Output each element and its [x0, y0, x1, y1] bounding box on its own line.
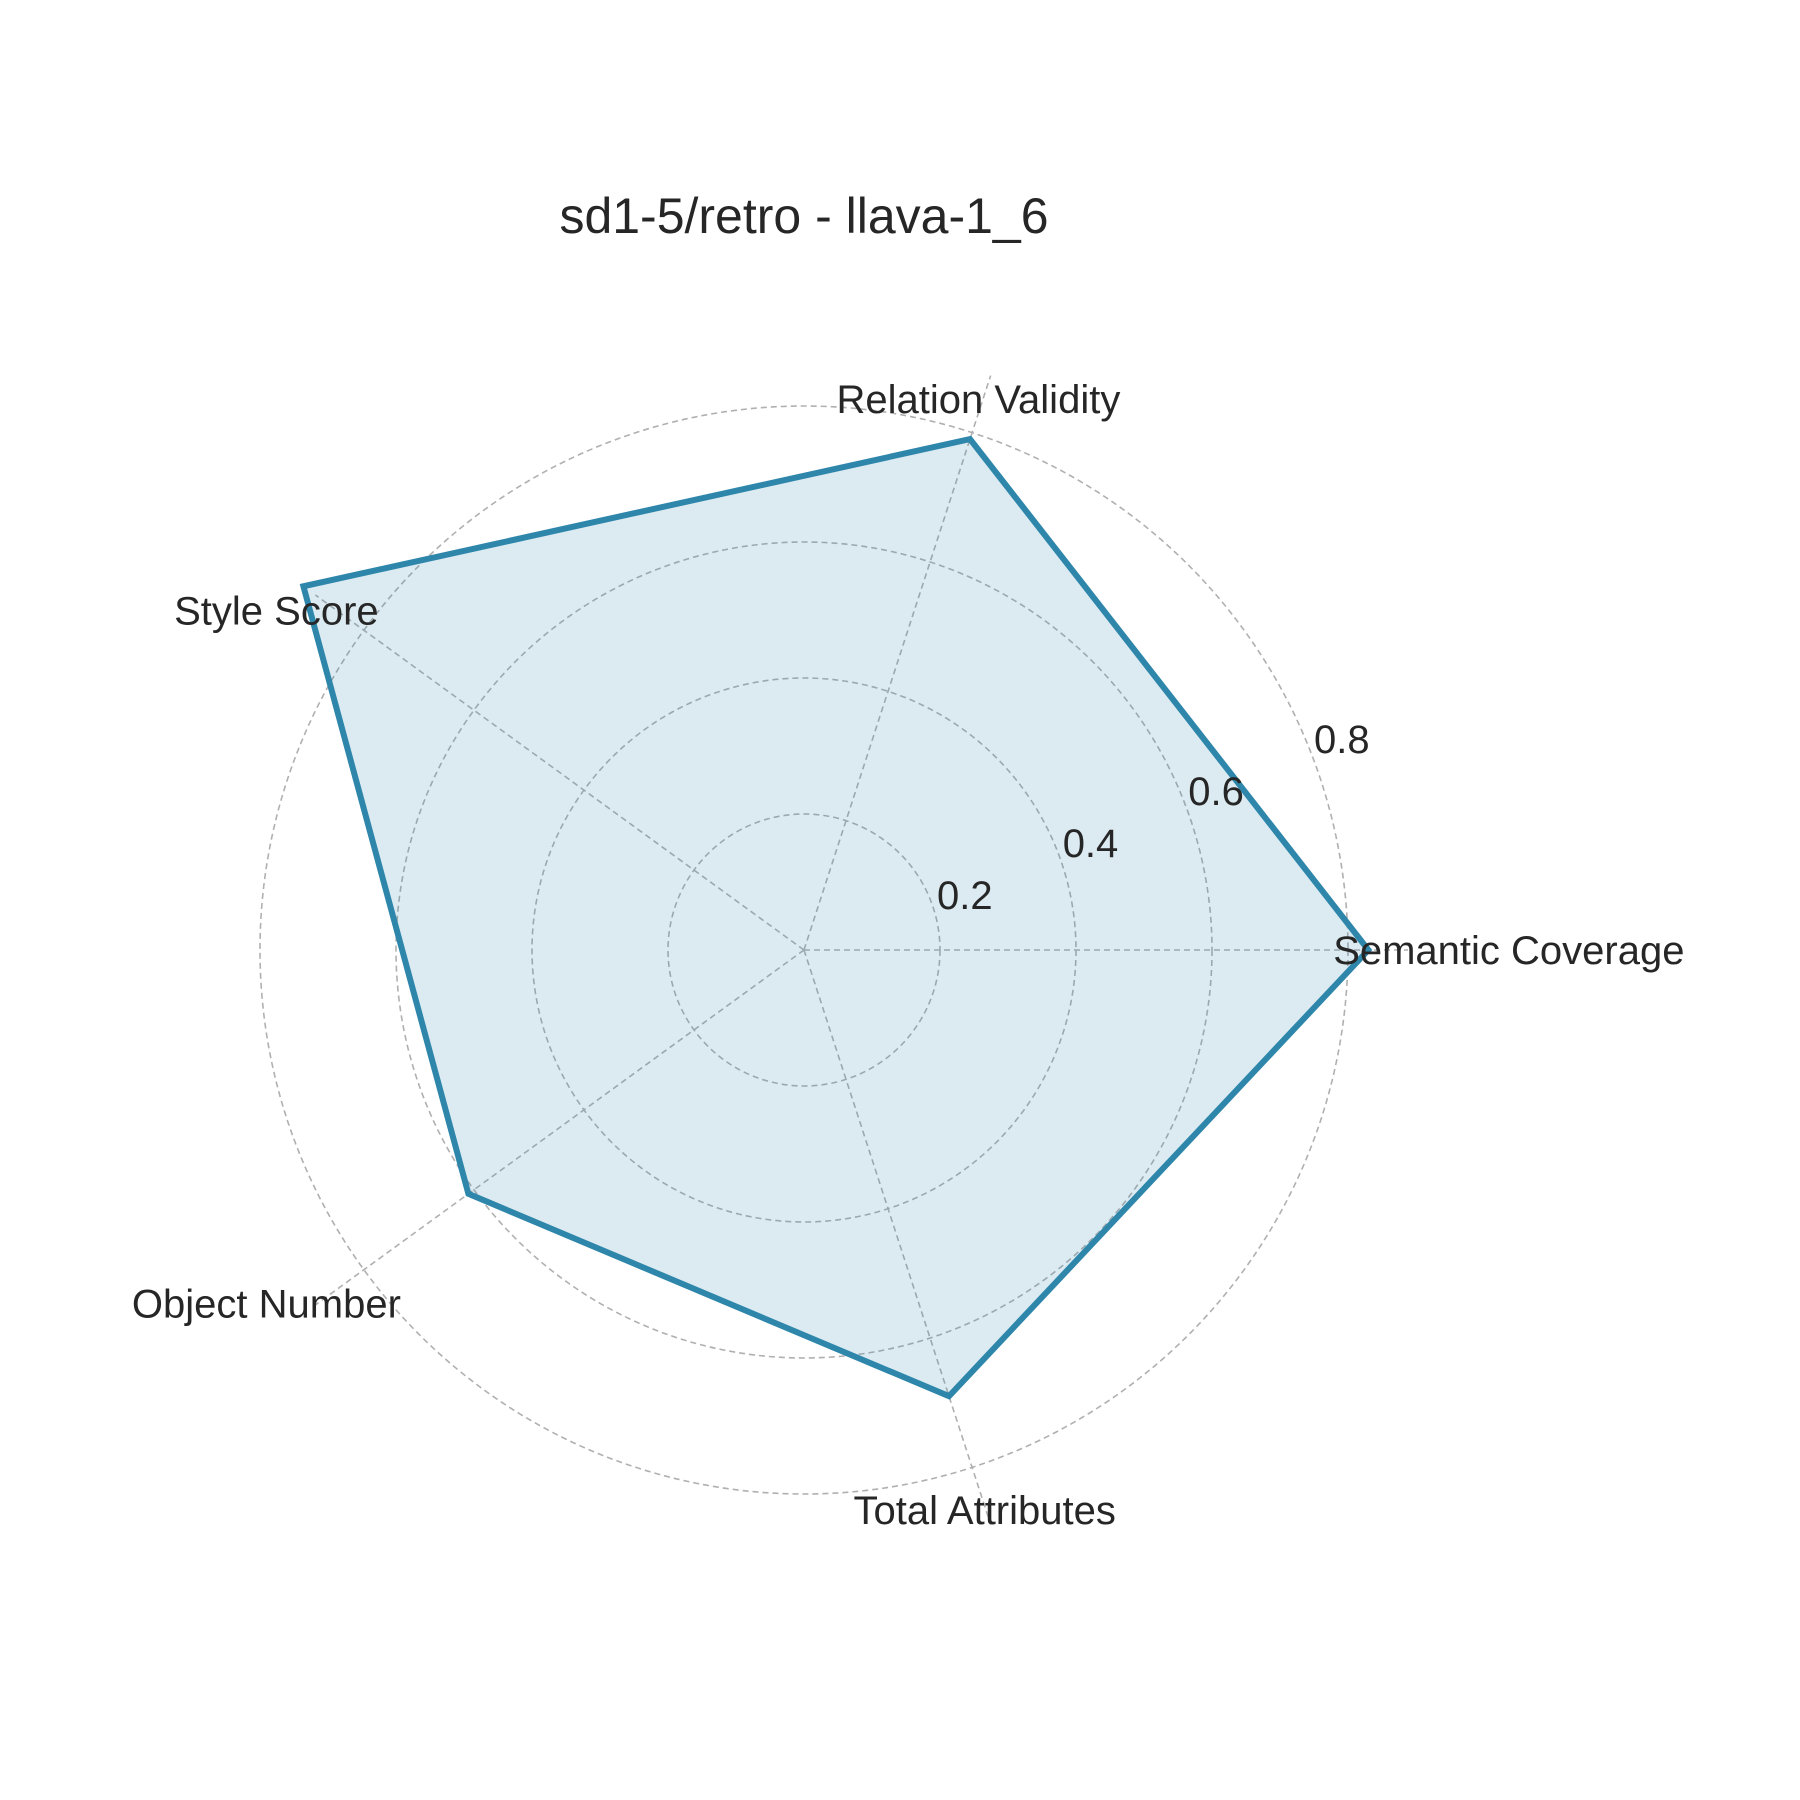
radial-tick-label: 0.6 — [1188, 770, 1244, 814]
axis-spoke — [314, 594, 805, 951]
chart-title: sd1-5/retro - llava-1_6 — [559, 188, 1048, 244]
radial-tick-label: 0.4 — [1063, 822, 1119, 866]
axis-label: Object Number — [132, 1283, 401, 1327]
axis-label: Style Score — [174, 589, 379, 633]
axis-label: Semantic Coverage — [1333, 929, 1684, 973]
axis-spoke — [803, 375, 992, 951]
grid-circle — [395, 541, 1213, 1359]
data-layer — [299, 435, 1373, 1400]
axis-spoke — [314, 949, 805, 1306]
radial-tick-labels: 0.2 0.4 0.6 0.8 — [937, 718, 1370, 918]
axis-labels: Semantic Coverage Relation Validity Style … — [132, 378, 1685, 1533]
radar-grid — [259, 375, 1408, 1525]
radial-tick-label: 0.2 — [937, 874, 993, 918]
axis-label: Relation Validity — [836, 378, 1120, 422]
series-polygon — [299, 435, 1373, 1400]
axis-label: Total Attributes — [854, 1489, 1116, 1533]
axis-spoke — [803, 949, 992, 1525]
radial-tick-label: 0.8 — [1314, 718, 1370, 762]
